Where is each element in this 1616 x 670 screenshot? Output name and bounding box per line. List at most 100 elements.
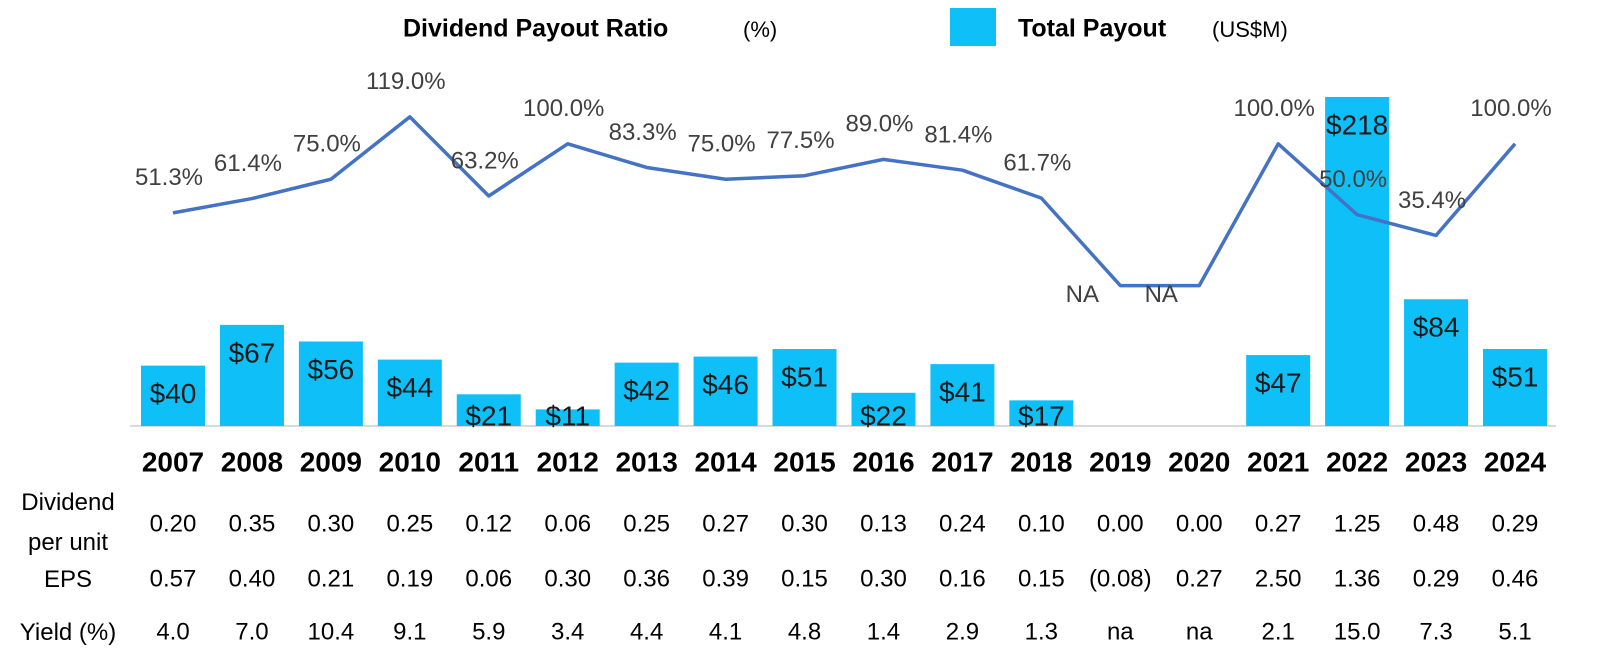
bar-label: $56 <box>308 354 355 385</box>
bar <box>1246 355 1311 426</box>
table-cell: 1.36 <box>1334 565 1381 592</box>
table-cell: 2.1 <box>1261 618 1294 645</box>
line-label: 81.4% <box>924 122 992 149</box>
line-label: 50.0% <box>1319 166 1387 193</box>
row-label: Yield (%) <box>19 619 117 646</box>
bar <box>377 359 442 426</box>
table-cell: 9.1 <box>393 618 426 645</box>
table-cell: 5.9 <box>472 618 505 645</box>
line-label: NA <box>1066 281 1099 308</box>
x-tick-label: 2007 <box>142 446 204 477</box>
bar <box>693 356 758 426</box>
x-tick-label: 2019 <box>1089 446 1151 477</box>
table-cell: 0.24 <box>939 510 986 537</box>
x-tick-label: 2018 <box>1010 446 1072 477</box>
line-label: 100.0% <box>523 95 604 122</box>
x-tick-label: 2014 <box>694 446 757 477</box>
line-label: 75.0% <box>293 131 361 158</box>
bar <box>219 324 284 426</box>
bar-label: $67 <box>229 337 276 368</box>
table-cell: 0.15 <box>781 565 828 592</box>
table-cell: na <box>1186 618 1213 645</box>
x-tick-label: 2008 <box>221 446 283 477</box>
bar-label: $42 <box>623 375 670 406</box>
bar-label: $51 <box>1492 361 1539 392</box>
line-label: 61.7% <box>1003 149 1071 176</box>
row-label: EPS <box>43 566 93 593</box>
line-label: 35.4% <box>1398 187 1466 214</box>
bar <box>1404 299 1469 426</box>
line-label: 63.2% <box>451 147 519 174</box>
table-cell: 0.21 <box>308 565 355 592</box>
line <box>172 115 1517 288</box>
table-cell: 0.48 <box>1413 510 1460 537</box>
bar-label: $11 <box>545 400 590 431</box>
line-label: 119.0% <box>366 68 446 95</box>
table-cell: 0.00 <box>1176 510 1223 537</box>
line-label: NA <box>1145 281 1178 308</box>
table-cell: 2.9 <box>946 618 979 645</box>
bar <box>1009 400 1074 426</box>
legend-label: Total Payout <box>1018 15 1167 43</box>
table-cell: 0.27 <box>1176 565 1223 592</box>
bar <box>141 365 205 426</box>
table-cell: 3.4 <box>551 618 584 645</box>
x-tick-label: 2021 <box>1247 446 1309 477</box>
table-cell: 0.57 <box>150 565 197 592</box>
table-cell: 0.06 <box>544 510 591 537</box>
table-cell: 10.4 <box>308 618 355 645</box>
table-cell: 4.8 <box>788 618 821 645</box>
table-cell: 0.16 <box>939 565 986 592</box>
table-cell: 1.25 <box>1334 510 1381 537</box>
bar-label: $17 <box>1018 400 1065 431</box>
line-label: 100.0% <box>1470 95 1551 122</box>
table-cell: 7.3 <box>1419 618 1452 645</box>
table-cell: 0.30 <box>781 510 828 537</box>
bar-label: $46 <box>702 369 749 400</box>
table-cell: 0.20 <box>150 510 197 537</box>
x-tick-label: 2015 <box>773 446 835 477</box>
table-cell: 0.06 <box>465 565 512 592</box>
table-cell: 0.40 <box>229 565 276 592</box>
legend-unit: (US$M) <box>1212 17 1288 42</box>
bar-label: $84 <box>1413 312 1460 343</box>
table-cell: 0.29 <box>1492 510 1539 537</box>
table-cell: 15.0 <box>1334 618 1381 645</box>
table-cell: (0.08) <box>1089 565 1152 592</box>
legend-swatch <box>950 8 996 46</box>
line-label: 89.0% <box>845 111 913 138</box>
table-cell: 0.10 <box>1018 510 1065 537</box>
bar-label: $21 <box>465 400 512 431</box>
bar <box>535 409 600 426</box>
table-cell: 0.25 <box>386 510 433 537</box>
x-tick-label: 2011 <box>458 446 519 477</box>
line-label: 51.3% <box>135 164 203 191</box>
table-cell: 4.0 <box>156 618 189 645</box>
line-label: 100.0% <box>1233 95 1314 122</box>
line-label: 77.5% <box>766 127 834 154</box>
table-cell: 0.30 <box>544 565 591 592</box>
table-cell: 1.4 <box>867 618 900 645</box>
table-cell: 0.36 <box>623 565 670 592</box>
bar-label: $44 <box>386 372 433 403</box>
bar <box>772 349 837 426</box>
line-label: 61.4% <box>214 150 282 177</box>
x-tick-label: 2020 <box>1168 446 1230 477</box>
table-cell: 0.30 <box>308 510 355 537</box>
bar <box>614 362 679 426</box>
table-cell: 0.30 <box>860 565 907 592</box>
x-tick-label: 2010 <box>379 446 441 477</box>
table-cell: 7.0 <box>235 618 268 645</box>
x-tick-label: 2009 <box>300 446 362 477</box>
bar <box>1483 349 1547 426</box>
bar <box>298 341 363 426</box>
table-cell: 0.29 <box>1413 565 1460 592</box>
table-cell: 1.3 <box>1025 618 1058 645</box>
bar-label: $40 <box>150 378 197 409</box>
bar-label: $51 <box>781 361 828 392</box>
table-cell: 0.12 <box>465 510 512 537</box>
table-cell: 0.25 <box>623 510 670 537</box>
line-label: 75.0% <box>688 131 756 158</box>
bar <box>456 394 521 426</box>
x-tick-label: 2013 <box>615 446 677 477</box>
